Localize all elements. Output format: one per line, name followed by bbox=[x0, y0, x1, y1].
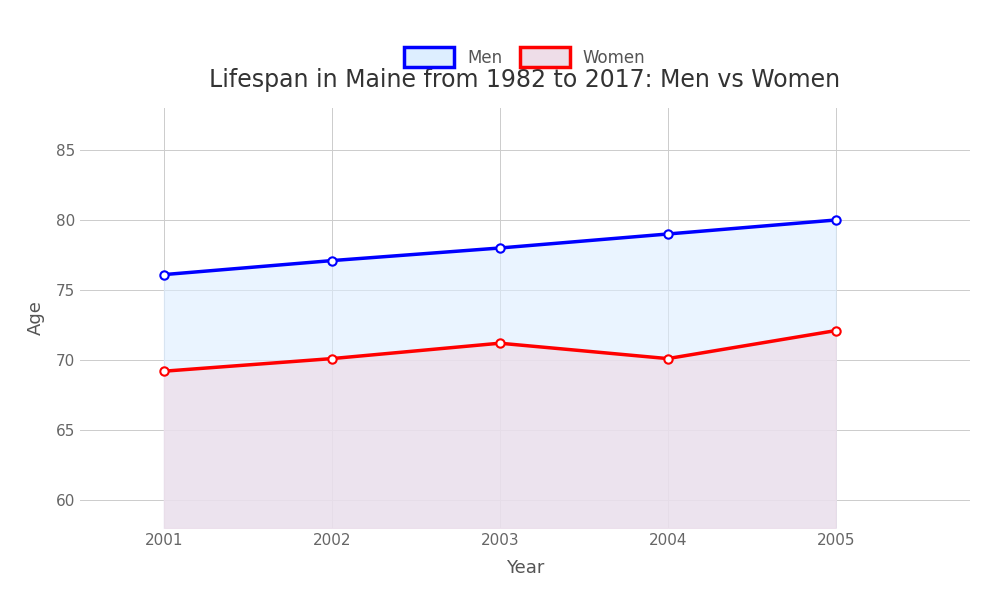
Legend: Men, Women: Men, Women bbox=[398, 41, 652, 73]
Y-axis label: Age: Age bbox=[27, 301, 45, 335]
X-axis label: Year: Year bbox=[506, 559, 544, 577]
Title: Lifespan in Maine from 1982 to 2017: Men vs Women: Lifespan in Maine from 1982 to 2017: Men… bbox=[209, 68, 841, 92]
